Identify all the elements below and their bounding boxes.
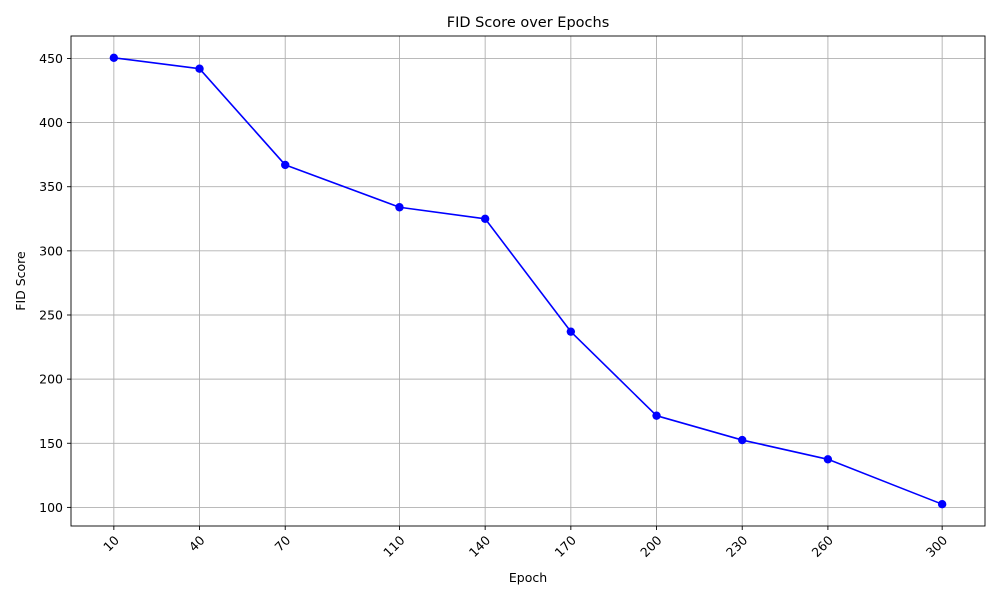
data-point xyxy=(652,411,661,420)
data-point xyxy=(738,435,747,445)
x-tick-label: 170 xyxy=(551,532,579,560)
data-point xyxy=(480,214,490,223)
y-tick-label: 200 xyxy=(39,372,63,387)
y-tick-label: 300 xyxy=(39,243,63,258)
series-line xyxy=(113,57,943,505)
y-axis-label: FID Score xyxy=(13,251,28,311)
y-tick-label: 250 xyxy=(39,307,63,322)
x-axis-label: Epoch xyxy=(509,570,547,585)
data-point xyxy=(109,53,119,63)
y-tick-label: 350 xyxy=(39,179,63,194)
x-tick-label: 230 xyxy=(723,532,751,560)
data-point xyxy=(195,64,204,73)
x-tick-label: 200 xyxy=(637,532,665,560)
x-axis-ticks: 10 40 70 110 140 170 200 230 260 300 xyxy=(100,526,950,560)
data-point xyxy=(937,499,947,509)
x-tick-label: 40 xyxy=(186,532,208,554)
x-tick-label: 140 xyxy=(466,532,494,560)
grid xyxy=(71,36,985,526)
y-tick-label: 400 xyxy=(39,115,63,130)
data-point xyxy=(281,160,290,170)
y-tick-label: 450 xyxy=(39,51,63,66)
x-tick-label: 10 xyxy=(100,532,122,554)
data-point xyxy=(566,327,576,336)
chart-title: FID Score over Epochs xyxy=(447,15,610,31)
y-axis-ticks: 100 150 200 250 300 350 400 450 xyxy=(39,51,71,515)
y-tick-label: 150 xyxy=(39,436,63,451)
x-tick-label: 300 xyxy=(923,532,951,560)
series-group xyxy=(109,53,947,509)
data-point xyxy=(823,455,833,464)
x-tick-label: 110 xyxy=(380,532,408,560)
data-point xyxy=(395,203,404,212)
plot-frame xyxy=(70,35,986,527)
y-tick-label: 100 xyxy=(39,500,63,515)
x-tick-label: 70 xyxy=(271,532,293,554)
x-tick-label: 260 xyxy=(809,532,837,560)
